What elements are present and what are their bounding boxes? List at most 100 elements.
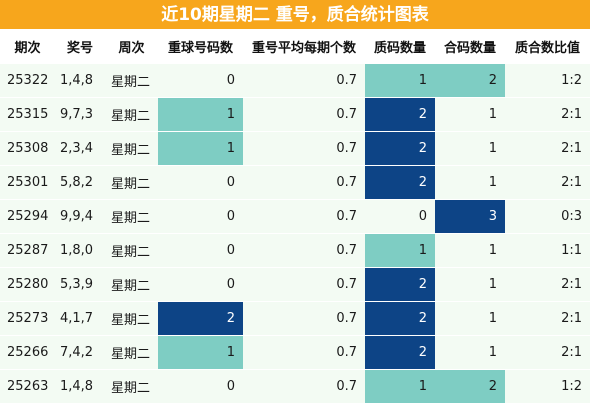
cell-repeat-avg: 0.7 bbox=[243, 164, 365, 199]
cell-ratio: 1:1 bbox=[505, 232, 590, 267]
cell-prime-count: 1 bbox=[365, 62, 435, 97]
cell-prize: 1,8,0 bbox=[55, 232, 105, 267]
cell-week: 星期二 bbox=[105, 198, 158, 233]
cell-repeat-count: 1 bbox=[158, 96, 243, 131]
header-prime-count: 质码数量 bbox=[365, 30, 435, 63]
cell-repeat-count: 0 bbox=[158, 266, 243, 301]
cell-week: 星期二 bbox=[105, 96, 158, 131]
header-week: 周次 bbox=[105, 30, 158, 63]
cell-prime-count: 2 bbox=[365, 334, 435, 369]
cell-composite-count: 1 bbox=[435, 334, 505, 369]
cell-prize: 4,1,7 bbox=[55, 300, 105, 335]
cell-repeat-avg: 0.7 bbox=[243, 96, 365, 131]
cell-composite-count: 1 bbox=[435, 232, 505, 267]
cell-composite-count: 3 bbox=[435, 198, 505, 233]
cell-repeat-avg: 0.7 bbox=[243, 198, 365, 233]
cell-period: 25294 bbox=[0, 198, 55, 233]
cell-prize: 7,4,2 bbox=[55, 334, 105, 369]
cell-composite-count: 1 bbox=[435, 300, 505, 335]
cell-repeat-count: 2 bbox=[158, 300, 243, 335]
table-row: 25315 9,7,3 星期二 1 0.7 2 1 2:1 bbox=[0, 96, 590, 131]
cell-period: 25315 bbox=[0, 96, 55, 131]
stats-table: 期次 奖号 周次 重球号码数 重号平均每期个数 质码数量 合码数量 质合数比值 … bbox=[0, 30, 590, 403]
cell-repeat-count: 0 bbox=[158, 232, 243, 267]
cell-week: 星期二 bbox=[105, 266, 158, 301]
cell-ratio: 2:1 bbox=[505, 96, 590, 131]
cell-week: 星期二 bbox=[105, 334, 158, 369]
table-row: 25280 5,3,9 星期二 0 0.7 2 1 2:1 bbox=[0, 266, 590, 301]
cell-period: 25263 bbox=[0, 368, 55, 403]
cell-repeat-count: 1 bbox=[158, 334, 243, 369]
cell-period: 25280 bbox=[0, 266, 55, 301]
cell-period: 25301 bbox=[0, 164, 55, 199]
cell-period: 25287 bbox=[0, 232, 55, 267]
cell-repeat-avg: 0.7 bbox=[243, 62, 365, 97]
cell-repeat-count: 0 bbox=[158, 62, 243, 97]
cell-week: 星期二 bbox=[105, 232, 158, 267]
cell-prime-count: 2 bbox=[365, 164, 435, 199]
cell-prime-count: 1 bbox=[365, 232, 435, 267]
cell-ratio: 0:3 bbox=[505, 198, 590, 233]
cell-composite-count: 2 bbox=[435, 368, 505, 403]
table-row: 25301 5,8,2 星期二 0 0.7 2 1 2:1 bbox=[0, 164, 590, 199]
cell-week: 星期二 bbox=[105, 130, 158, 165]
cell-prize: 1,4,8 bbox=[55, 62, 105, 97]
table-row: 25322 1,4,8 星期二 0 0.7 1 2 1:2 bbox=[0, 62, 590, 97]
cell-prize: 1,4,8 bbox=[55, 368, 105, 403]
cell-period: 25308 bbox=[0, 130, 55, 165]
cell-repeat-avg: 0.7 bbox=[243, 300, 365, 335]
cell-prime-count: 1 bbox=[365, 368, 435, 403]
header-composite-count: 合码数量 bbox=[435, 30, 505, 63]
cell-prime-count: 0 bbox=[365, 198, 435, 233]
cell-prime-count: 2 bbox=[365, 300, 435, 335]
cell-ratio: 1:2 bbox=[505, 368, 590, 403]
cell-week: 星期二 bbox=[105, 300, 158, 335]
cell-composite-count: 1 bbox=[435, 164, 505, 199]
cell-repeat-avg: 0.7 bbox=[243, 232, 365, 267]
cell-prize: 5,3,9 bbox=[55, 266, 105, 301]
header-ratio: 质合数比值 bbox=[505, 30, 590, 63]
table-row: 25273 4,1,7 星期二 2 0.7 2 1 2:1 bbox=[0, 300, 590, 335]
table-row: 25308 2,3,4 星期二 1 0.7 2 1 2:1 bbox=[0, 130, 590, 165]
cell-week: 星期二 bbox=[105, 164, 158, 199]
cell-prize: 2,3,4 bbox=[55, 130, 105, 165]
table-row: 25294 9,9,4 星期二 0 0.7 0 3 0:3 bbox=[0, 198, 590, 233]
cell-repeat-avg: 0.7 bbox=[243, 130, 365, 165]
cell-prize: 5,8,2 bbox=[55, 164, 105, 199]
header-repeat-count: 重球号码数 bbox=[158, 30, 243, 63]
cell-repeat-avg: 0.7 bbox=[243, 266, 365, 301]
cell-prime-count: 2 bbox=[365, 96, 435, 131]
cell-composite-count: 1 bbox=[435, 130, 505, 165]
page-title: 近10期星期二 重号，质合统计图表 bbox=[0, 0, 590, 30]
table-row: 25263 1,4,8 星期二 0 0.7 1 2 1:2 bbox=[0, 368, 590, 403]
cell-ratio: 2:1 bbox=[505, 164, 590, 199]
header-repeat-avg: 重号平均每期个数 bbox=[243, 30, 365, 63]
cell-ratio: 2:1 bbox=[505, 334, 590, 369]
cell-composite-count: 1 bbox=[435, 96, 505, 131]
cell-period: 25273 bbox=[0, 300, 55, 335]
cell-prime-count: 2 bbox=[365, 130, 435, 165]
cell-ratio: 2:1 bbox=[505, 300, 590, 335]
table-body: 25322 1,4,8 星期二 0 0.7 1 2 1:2 25315 9,7,3 星期二 1 0.7 2… bbox=[0, 62, 590, 403]
cell-composite-count: 2 bbox=[435, 62, 505, 97]
cell-repeat-count: 1 bbox=[158, 130, 243, 165]
header-period: 期次 bbox=[0, 30, 55, 63]
cell-composite-count: 1 bbox=[435, 266, 505, 301]
cell-ratio: 1:2 bbox=[505, 62, 590, 97]
header-row: 期次 奖号 周次 重球号码数 重号平均每期个数 质码数量 合码数量 质合数比值 bbox=[0, 30, 590, 63]
cell-repeat-avg: 0.7 bbox=[243, 334, 365, 369]
table-row: 25266 7,4,2 星期二 1 0.7 2 1 2:1 bbox=[0, 334, 590, 369]
table-row: 25287 1,8,0 星期二 0 0.7 1 1 1:1 bbox=[0, 232, 590, 267]
cell-repeat-avg: 0.7 bbox=[243, 368, 365, 403]
cell-prime-count: 2 bbox=[365, 266, 435, 301]
cell-prize: 9,7,3 bbox=[55, 96, 105, 131]
cell-repeat-count: 0 bbox=[158, 368, 243, 403]
cell-repeat-count: 0 bbox=[158, 164, 243, 199]
cell-period: 25322 bbox=[0, 62, 55, 97]
cell-repeat-count: 0 bbox=[158, 198, 243, 233]
cell-week: 星期二 bbox=[105, 368, 158, 403]
cell-ratio: 2:1 bbox=[505, 130, 590, 165]
cell-week: 星期二 bbox=[105, 62, 158, 97]
header-prize: 奖号 bbox=[55, 30, 105, 63]
